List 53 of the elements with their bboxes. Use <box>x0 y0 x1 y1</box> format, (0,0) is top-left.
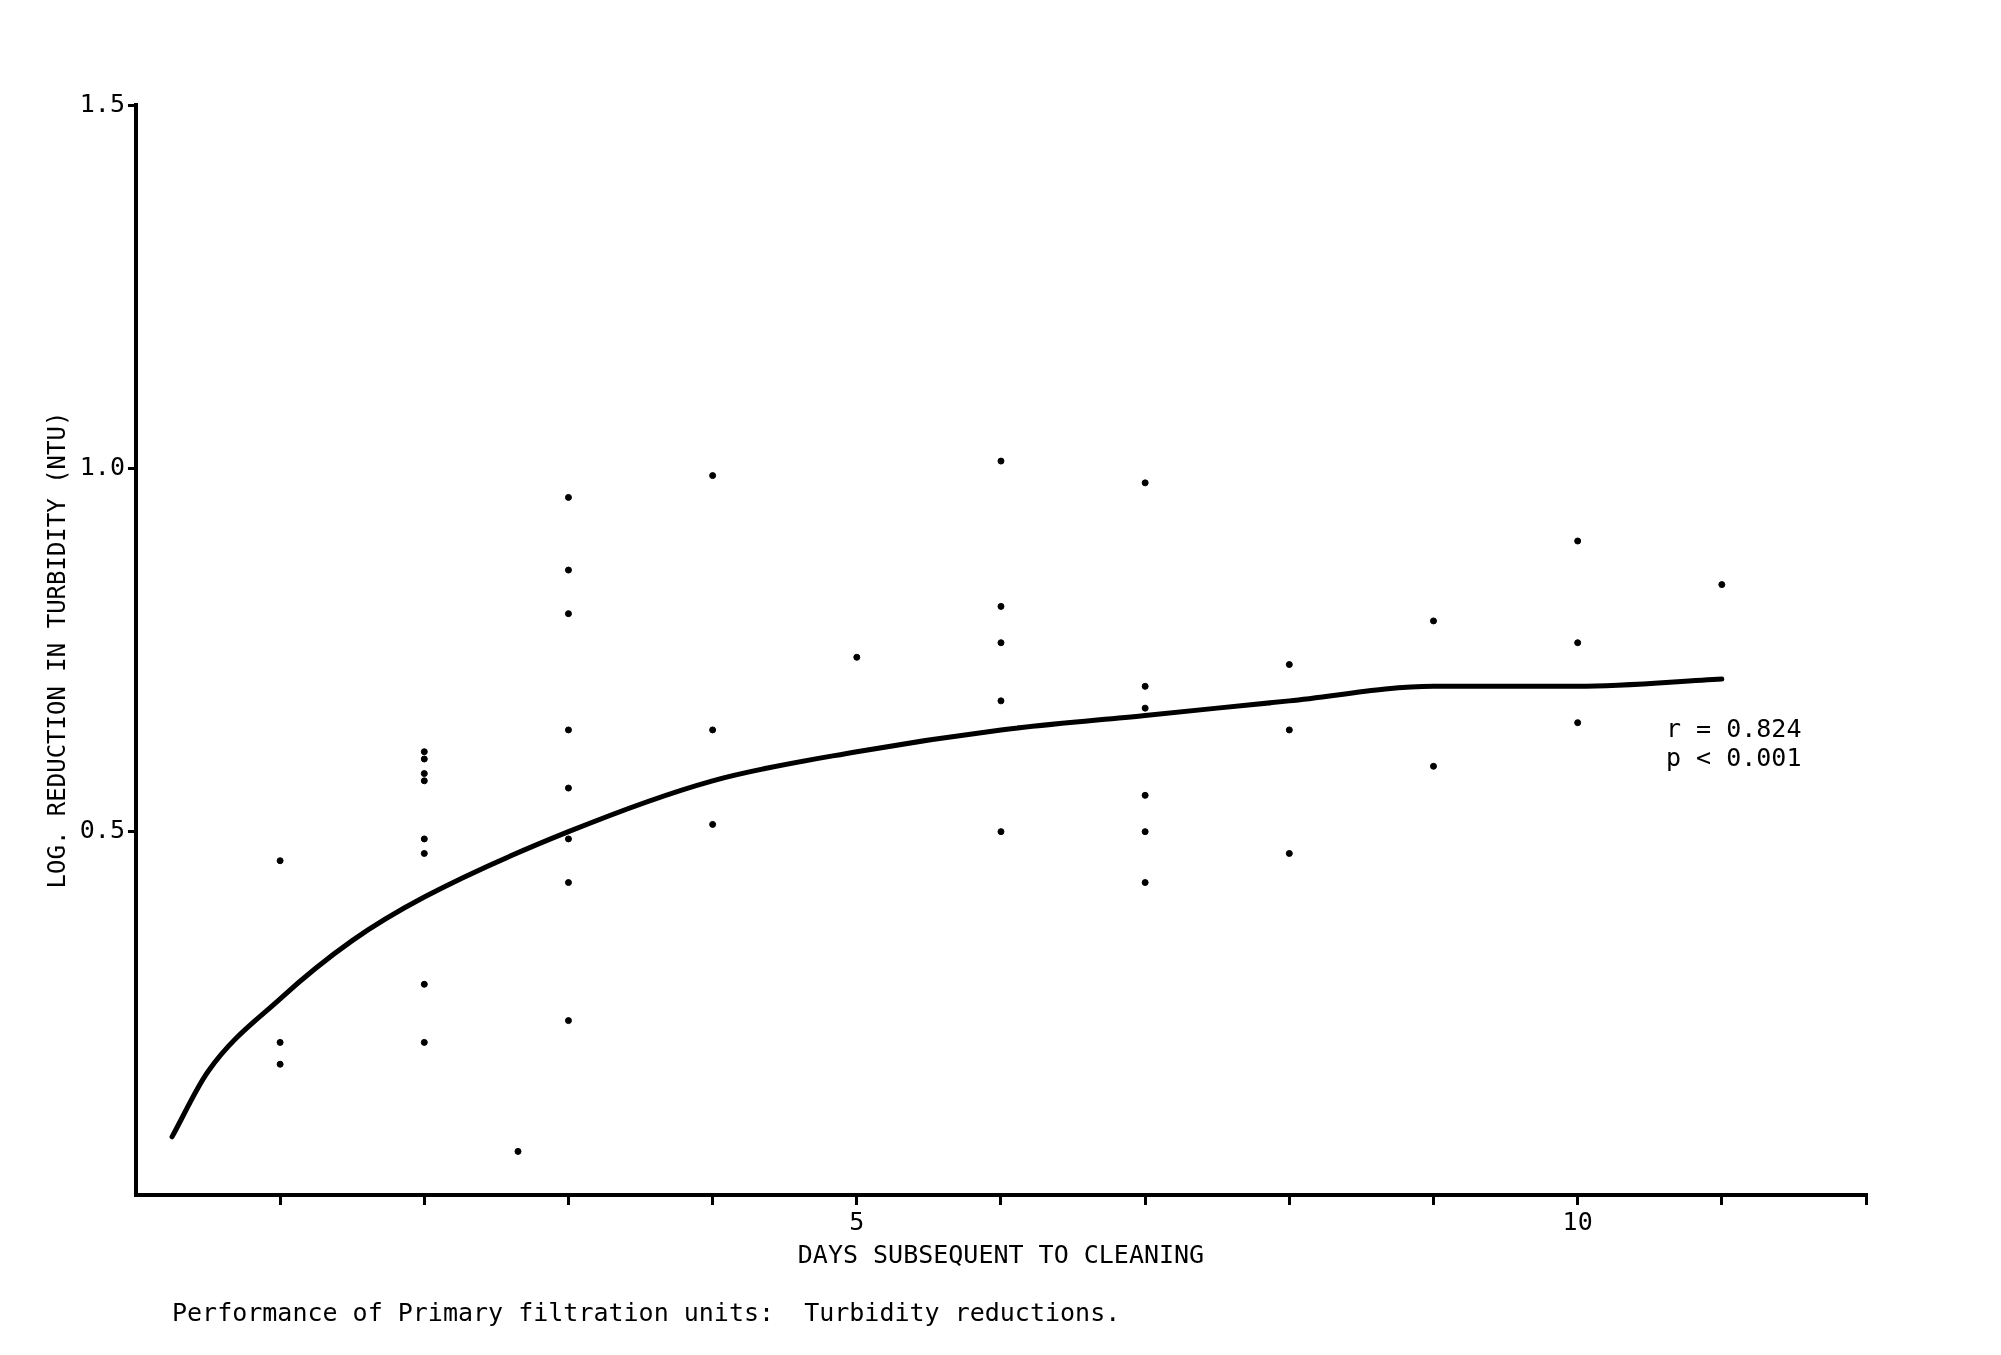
point <box>709 820 717 828</box>
point <box>564 726 572 734</box>
y-tick-label: 0.5 <box>79 815 125 845</box>
point <box>1285 849 1293 857</box>
point <box>853 653 861 661</box>
point <box>420 980 428 988</box>
point <box>276 1060 284 1068</box>
point <box>1141 791 1149 799</box>
point <box>420 849 428 857</box>
point <box>564 835 572 843</box>
point <box>1141 479 1149 487</box>
point <box>420 748 428 756</box>
point <box>997 639 1005 647</box>
point <box>420 770 428 778</box>
point <box>420 755 428 763</box>
point <box>276 857 284 865</box>
point <box>1141 879 1149 887</box>
point <box>564 1017 572 1025</box>
y-tick-label: 1.0 <box>79 451 125 481</box>
point <box>420 777 428 785</box>
x-axis-title: DAYS SUBSEQUENT TO CLEANING <box>797 1239 1205 1269</box>
point <box>514 1147 522 1155</box>
point <box>276 1038 284 1046</box>
point <box>564 566 572 574</box>
point <box>1574 639 1582 647</box>
point <box>709 726 717 734</box>
text: Performance of Primary filtration units: Turbidity reductions. <box>172 1298 1121 1327</box>
point <box>1285 726 1293 734</box>
point <box>997 697 1005 705</box>
point <box>564 879 572 887</box>
point <box>1285 661 1293 669</box>
point <box>1429 617 1437 625</box>
point <box>1429 762 1437 770</box>
point <box>564 784 572 792</box>
y-axis-title: LOG. REDUCTION IN TURBIDITY (NTU) <box>42 411 71 889</box>
point <box>1141 682 1149 690</box>
point <box>997 828 1005 836</box>
point <box>564 493 572 501</box>
point <box>997 602 1005 610</box>
point <box>709 472 717 480</box>
point <box>1718 581 1726 589</box>
point <box>997 457 1005 465</box>
point <box>1141 704 1149 712</box>
point <box>1574 719 1582 727</box>
y-tick-label: 1.5 <box>79 88 125 118</box>
annotation: r = 0.824 p < 0.001 <box>1666 714 1802 772</box>
x-tick-label: 10 <box>1562 1206 1593 1236</box>
point <box>564 610 572 618</box>
point <box>420 1038 428 1046</box>
x-tick-label: 5 <box>849 1206 865 1236</box>
point <box>1141 828 1149 836</box>
point <box>1574 537 1582 545</box>
point <box>420 835 428 843</box>
